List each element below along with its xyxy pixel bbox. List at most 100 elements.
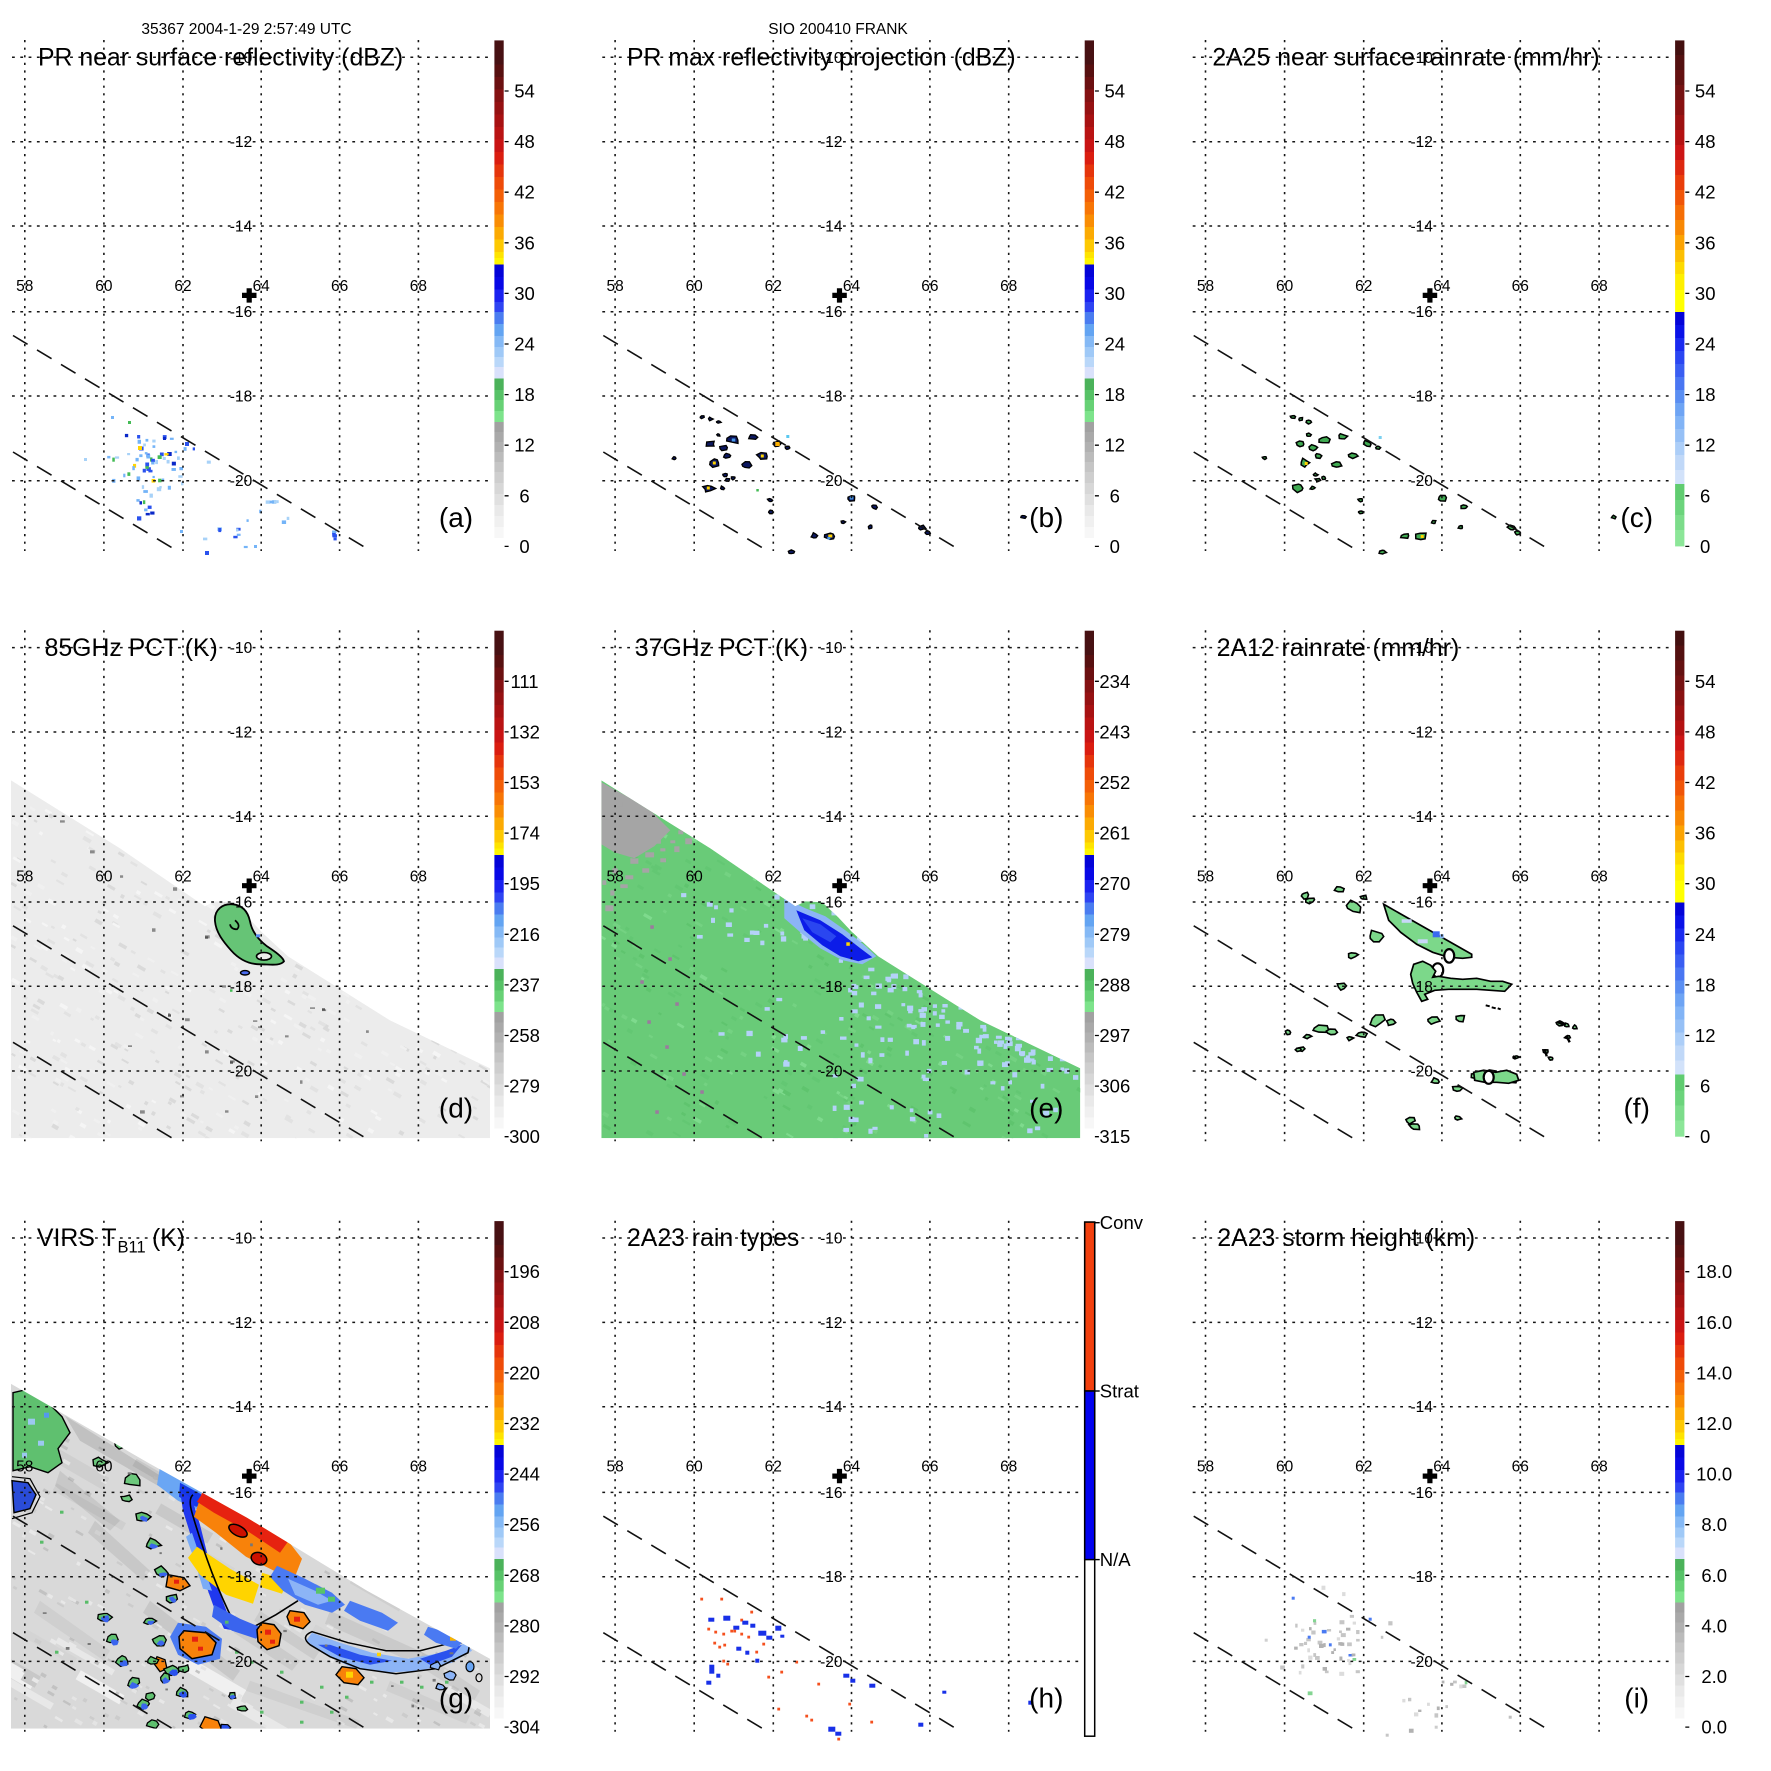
- svg-text:6: 6: [1110, 485, 1120, 506]
- svg-text:196: 196: [509, 1261, 540, 1282]
- svg-text:237: 237: [509, 974, 540, 995]
- svg-text:111: 111: [510, 671, 538, 692]
- svg-text:18: 18: [1105, 384, 1126, 405]
- svg-text:0: 0: [519, 536, 529, 557]
- svg-text:243: 243: [1099, 721, 1130, 742]
- svg-text:36: 36: [1695, 232, 1716, 253]
- svg-text:258: 258: [509, 1025, 540, 1046]
- svg-text:(b): (b): [1029, 502, 1063, 533]
- svg-text:288: 288: [1099, 974, 1130, 995]
- svg-text:6.0: 6.0: [1701, 1565, 1727, 1586]
- svg-text:18: 18: [1695, 974, 1716, 995]
- svg-text:54: 54: [1105, 81, 1126, 102]
- svg-text:280: 280: [509, 1615, 540, 1636]
- svg-text:16.0: 16.0: [1696, 1312, 1732, 1333]
- svg-text:54: 54: [1695, 81, 1716, 102]
- svg-text:(K): (K): [152, 1225, 185, 1252]
- svg-text:35367 2004-1-29 2:57:49 UTC: 35367 2004-1-29 2:57:49 UTC: [141, 21, 351, 38]
- svg-text:48: 48: [1105, 131, 1126, 152]
- svg-text:270: 270: [1099, 873, 1130, 894]
- svg-text:30: 30: [1695, 873, 1716, 894]
- svg-text:2A23 rain types: 2A23 rain types: [627, 1225, 799, 1252]
- svg-text:8.0: 8.0: [1701, 1514, 1727, 1535]
- svg-text:174: 174: [509, 823, 540, 844]
- svg-text:300: 300: [509, 1126, 540, 1147]
- svg-text:42: 42: [1105, 182, 1126, 203]
- svg-text:VIRS T: VIRS T: [37, 1225, 116, 1252]
- svg-text:252: 252: [1099, 772, 1130, 793]
- svg-text:54: 54: [1695, 671, 1716, 692]
- svg-text:Strat: Strat: [1100, 1381, 1139, 1402]
- svg-text:6: 6: [1700, 1076, 1710, 1097]
- svg-text:Conv: Conv: [1100, 1212, 1144, 1233]
- svg-text:261: 261: [1099, 823, 1130, 844]
- svg-text:268: 268: [509, 1565, 540, 1586]
- svg-text:306: 306: [1099, 1076, 1130, 1097]
- svg-text:2A25 near surface rainrate (mm: 2A25 near surface rainrate (mm/hr): [1212, 45, 1599, 72]
- svg-text:(a): (a): [439, 502, 473, 533]
- svg-text:PR near surface reflectivity (: PR near surface reflectivity (dBZ): [38, 45, 403, 72]
- svg-text:132: 132: [509, 721, 540, 742]
- svg-text:18: 18: [1695, 384, 1716, 405]
- svg-text:12.0: 12.0: [1696, 1413, 1732, 1434]
- svg-text:153: 153: [509, 772, 540, 793]
- svg-text:216: 216: [509, 924, 540, 945]
- svg-text:42: 42: [514, 182, 535, 203]
- svg-text:232: 232: [509, 1413, 540, 1434]
- svg-text:2A23 storm height (km): 2A23 storm height (km): [1217, 1225, 1475, 1252]
- svg-text:54: 54: [514, 81, 535, 102]
- svg-text:24: 24: [514, 334, 535, 355]
- svg-text:(f): (f): [1623, 1092, 1649, 1123]
- svg-text:18.0: 18.0: [1696, 1261, 1732, 1282]
- svg-text:315: 315: [1099, 1126, 1130, 1147]
- svg-text:12: 12: [1695, 435, 1716, 456]
- svg-text:292: 292: [509, 1666, 540, 1687]
- svg-text:SIO 200410 FRANK: SIO 200410 FRANK: [768, 21, 908, 38]
- svg-text:6: 6: [519, 485, 529, 506]
- svg-text:208: 208: [509, 1312, 540, 1333]
- svg-text:42: 42: [1695, 182, 1716, 203]
- svg-text:234: 234: [1099, 671, 1130, 692]
- svg-text:0: 0: [1110, 536, 1120, 557]
- svg-text:304: 304: [509, 1717, 540, 1738]
- svg-text:0: 0: [1700, 536, 1710, 557]
- svg-text:297: 297: [1099, 1025, 1130, 1046]
- svg-text:85GHz PCT (K): 85GHz PCT (K): [45, 635, 218, 662]
- svg-text:2.0: 2.0: [1701, 1666, 1727, 1687]
- svg-text:37GHz PCT (K): 37GHz PCT (K): [635, 635, 808, 662]
- svg-text:N/A: N/A: [1100, 1549, 1132, 1570]
- svg-text:36: 36: [1105, 232, 1126, 253]
- svg-text:4.0: 4.0: [1701, 1615, 1727, 1636]
- svg-text:30: 30: [514, 283, 535, 304]
- svg-text:195: 195: [509, 873, 540, 894]
- svg-text:0.0: 0.0: [1701, 1717, 1727, 1738]
- svg-text:2A12 rainrate (mm/hr): 2A12 rainrate (mm/hr): [1217, 635, 1460, 662]
- svg-text:12: 12: [1695, 1025, 1716, 1046]
- svg-text:(h): (h): [1029, 1683, 1063, 1714]
- svg-text:24: 24: [1695, 334, 1716, 355]
- svg-text:48: 48: [1695, 721, 1716, 742]
- svg-text:10.0: 10.0: [1696, 1464, 1732, 1485]
- svg-text:12: 12: [514, 435, 535, 456]
- svg-text:48: 48: [514, 131, 535, 152]
- svg-text:0: 0: [1700, 1126, 1710, 1147]
- svg-text:220: 220: [509, 1362, 540, 1383]
- svg-text:(i): (i): [1624, 1683, 1649, 1714]
- svg-text:18: 18: [514, 384, 535, 405]
- svg-text:6: 6: [1700, 485, 1710, 506]
- svg-text:36: 36: [514, 232, 535, 253]
- svg-text:B11: B11: [118, 1239, 146, 1257]
- svg-text:(e): (e): [1029, 1092, 1063, 1123]
- svg-text:279: 279: [1099, 924, 1130, 945]
- svg-text:(d): (d): [439, 1092, 473, 1123]
- svg-text:14.0: 14.0: [1696, 1362, 1732, 1383]
- svg-text:(c): (c): [1620, 502, 1653, 533]
- svg-text:42: 42: [1695, 772, 1716, 793]
- svg-text:12: 12: [1105, 435, 1126, 456]
- svg-text:279: 279: [509, 1076, 540, 1097]
- svg-text:PR max reflectivity projection: PR max reflectivity projection (dBZ): [627, 45, 1016, 72]
- svg-text:48: 48: [1695, 131, 1716, 152]
- svg-text:24: 24: [1695, 924, 1716, 945]
- svg-text:24: 24: [1105, 334, 1126, 355]
- svg-text:(g): (g): [439, 1683, 473, 1714]
